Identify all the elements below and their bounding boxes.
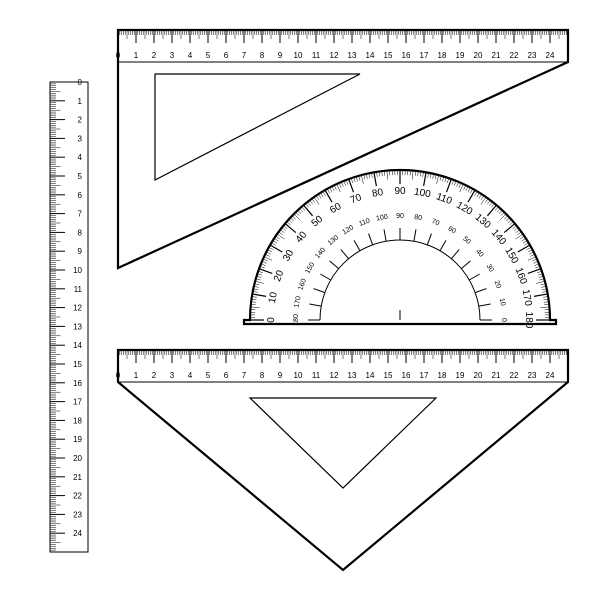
svg-text:90: 90 (394, 186, 406, 197)
svg-text:7: 7 (242, 371, 247, 380)
svg-text:22: 22 (510, 371, 519, 380)
svg-text:17: 17 (73, 398, 82, 407)
svg-text:180: 180 (293, 314, 300, 326)
svg-text:4: 4 (188, 371, 193, 380)
svg-text:7: 7 (78, 210, 83, 219)
svg-text:9: 9 (278, 371, 283, 380)
svg-text:7: 7 (242, 51, 247, 60)
svg-text:10: 10 (73, 266, 82, 275)
svg-text:12: 12 (330, 51, 339, 60)
set-square-isoceles: 0123456789101112131415161718192021222324 (116, 350, 568, 570)
svg-text:3: 3 (170, 51, 175, 60)
svg-text:23: 23 (528, 51, 537, 60)
svg-text:1: 1 (78, 97, 83, 106)
svg-text:11: 11 (312, 371, 321, 380)
svg-text:1: 1 (134, 371, 139, 380)
svg-text:5: 5 (206, 51, 211, 60)
svg-text:2: 2 (152, 51, 157, 60)
svg-text:19: 19 (456, 51, 465, 60)
svg-text:10: 10 (498, 298, 506, 307)
svg-text:16: 16 (402, 371, 411, 380)
svg-text:11: 11 (74, 285, 83, 294)
svg-text:10: 10 (294, 51, 303, 60)
svg-text:9: 9 (278, 51, 283, 60)
svg-text:15: 15 (384, 51, 393, 60)
svg-text:3: 3 (78, 134, 83, 143)
svg-text:15: 15 (384, 371, 393, 380)
svg-text:3: 3 (170, 371, 175, 380)
svg-text:20: 20 (73, 454, 82, 463)
svg-text:17: 17 (420, 51, 429, 60)
svg-text:80: 80 (414, 214, 423, 222)
svg-text:6: 6 (224, 371, 229, 380)
svg-text:23: 23 (73, 510, 82, 519)
svg-text:6: 6 (224, 51, 229, 60)
svg-text:8: 8 (78, 228, 83, 237)
svg-text:0: 0 (266, 317, 277, 323)
svg-text:18: 18 (438, 51, 447, 60)
svg-text:0: 0 (500, 318, 507, 322)
svg-text:23: 23 (528, 371, 537, 380)
svg-text:19: 19 (73, 435, 82, 444)
svg-text:12: 12 (73, 304, 82, 313)
svg-text:8: 8 (260, 51, 265, 60)
svg-text:180: 180 (523, 312, 534, 329)
svg-text:9: 9 (78, 247, 83, 256)
protractor: 0102030405060708090100110120130140150160… (244, 170, 556, 329)
svg-text:20: 20 (474, 371, 483, 380)
svg-text:22: 22 (73, 492, 82, 501)
svg-text:16: 16 (73, 379, 82, 388)
svg-text:11: 11 (312, 51, 321, 60)
vertical-ruler: 0123456789101112131415161718192021222324 (50, 78, 88, 552)
svg-text:18: 18 (438, 371, 447, 380)
svg-text:22: 22 (510, 51, 519, 60)
svg-text:0: 0 (78, 78, 83, 87)
svg-text:14: 14 (366, 51, 375, 60)
svg-text:4: 4 (78, 153, 83, 162)
svg-text:10: 10 (294, 371, 303, 380)
svg-text:14: 14 (73, 341, 82, 350)
svg-text:13: 13 (73, 322, 82, 331)
svg-text:90: 90 (396, 213, 404, 220)
svg-text:24: 24 (73, 529, 82, 538)
svg-text:5: 5 (78, 172, 83, 181)
svg-text:13: 13 (348, 51, 357, 60)
svg-text:1: 1 (134, 51, 139, 60)
svg-text:20: 20 (474, 51, 483, 60)
svg-text:16: 16 (402, 51, 411, 60)
svg-text:24: 24 (546, 51, 555, 60)
svg-text:2: 2 (152, 371, 157, 380)
svg-text:12: 12 (330, 371, 339, 380)
svg-text:8: 8 (260, 371, 265, 380)
svg-text:14: 14 (366, 371, 375, 380)
svg-text:2: 2 (78, 116, 83, 125)
svg-text:6: 6 (78, 191, 83, 200)
svg-text:15: 15 (73, 360, 82, 369)
svg-text:13: 13 (348, 371, 357, 380)
svg-text:18: 18 (73, 416, 82, 425)
svg-text:4: 4 (188, 51, 193, 60)
svg-text:21: 21 (73, 473, 82, 482)
svg-text:21: 21 (492, 371, 501, 380)
svg-text:5: 5 (206, 371, 211, 380)
svg-text:24: 24 (546, 371, 555, 380)
svg-text:17: 17 (420, 371, 429, 380)
svg-text:19: 19 (456, 371, 465, 380)
svg-text:21: 21 (492, 51, 501, 60)
